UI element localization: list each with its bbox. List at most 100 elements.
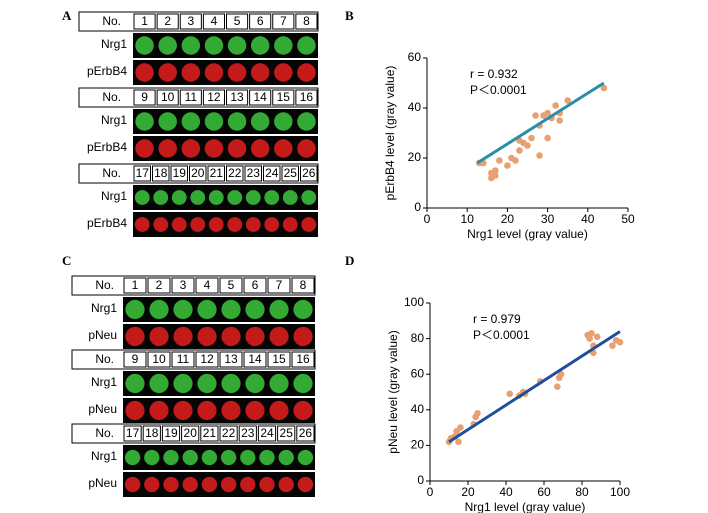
panel-label: B — [345, 8, 354, 23]
blot-spot — [245, 400, 265, 421]
sample-number: 19 — [164, 426, 178, 440]
number-box — [181, 425, 200, 442]
point — [457, 424, 464, 431]
point — [474, 410, 481, 417]
point — [586, 335, 593, 342]
blot-spot — [282, 217, 298, 232]
blot-spot — [227, 190, 243, 205]
blot-spot — [293, 326, 313, 347]
blot-spot — [221, 400, 241, 421]
number-box — [202, 13, 225, 30]
number-box — [133, 89, 156, 106]
blot-spot — [250, 63, 270, 82]
blot-spot — [171, 217, 187, 232]
sample-number: 26 — [299, 426, 313, 440]
number-box — [170, 165, 188, 182]
sample-number: 14 — [248, 352, 262, 366]
number-box — [133, 13, 156, 30]
row-label: pErbB4 — [87, 64, 127, 78]
sample-number: 8 — [300, 278, 307, 292]
row-label: pNeu — [88, 328, 117, 342]
sample-number: 3 — [180, 278, 187, 292]
x-tick-label: 0 — [427, 485, 434, 499]
y-tick-label: 20 — [408, 150, 422, 164]
point — [544, 109, 551, 117]
sample-number: 24 — [260, 426, 274, 440]
sample-number: 9 — [141, 90, 148, 104]
point — [600, 84, 608, 92]
number-box — [156, 13, 179, 30]
blot-spot — [197, 400, 217, 421]
sample-number: 1 — [132, 278, 139, 292]
blot-spot — [173, 326, 193, 347]
blot-spot — [201, 449, 218, 466]
blot-spot — [227, 112, 247, 131]
panel-label: D — [345, 253, 354, 268]
number-box — [281, 165, 299, 182]
blot-spot — [197, 326, 217, 347]
row-label: pErbB4 — [87, 140, 127, 154]
point — [492, 167, 499, 174]
point — [492, 172, 499, 179]
blot-spot — [221, 299, 241, 320]
blot-spot — [245, 190, 261, 205]
blot-spot — [173, 373, 193, 394]
blot-spot — [293, 299, 313, 320]
blot-spot — [250, 36, 270, 55]
sample-number: 14 — [254, 90, 268, 104]
sample-number: 22 — [228, 166, 242, 180]
blot-spot — [227, 63, 247, 82]
annotation: r = 0.932 — [470, 67, 518, 81]
point — [554, 383, 561, 390]
number-box — [295, 13, 318, 30]
x-tick-label: 30 — [541, 212, 555, 226]
blot-spot — [134, 190, 150, 205]
blot-spot — [250, 112, 270, 131]
number-box — [161, 425, 181, 442]
sample-number: 10 — [161, 90, 175, 104]
point — [504, 162, 511, 169]
blot-spot — [221, 326, 241, 347]
blot-spot — [158, 139, 177, 158]
blot-spot — [221, 373, 241, 394]
point — [532, 112, 539, 119]
blot-spot — [208, 217, 224, 232]
number-box — [195, 351, 219, 368]
number-box — [133, 165, 151, 182]
blot-spot — [144, 449, 160, 466]
point — [544, 134, 551, 142]
point — [552, 102, 559, 109]
number-box — [123, 351, 147, 368]
point — [609, 342, 616, 350]
number-box — [291, 351, 315, 368]
header-label: No. — [95, 278, 114, 292]
header-label: No. — [95, 426, 114, 440]
sample-number: 8 — [303, 14, 310, 28]
blot-spot — [220, 476, 237, 493]
number-box — [257, 425, 277, 442]
header-label: No. — [102, 166, 121, 180]
blot-spot — [264, 217, 280, 232]
point — [455, 438, 462, 446]
number-box — [300, 165, 318, 182]
blot-spot — [208, 190, 224, 205]
sample-number: 13 — [230, 90, 244, 104]
blot-spot — [125, 299, 145, 320]
blot-spot — [293, 373, 313, 394]
row-label: Nrg1 — [91, 375, 117, 389]
x-tick-label: 10 — [461, 212, 475, 226]
point — [593, 333, 601, 341]
y-axis-title: pNeu level (gray value) — [386, 330, 400, 453]
number-box — [267, 277, 291, 294]
blot-spot — [227, 217, 243, 232]
annotation: P＜0.0001 — [473, 328, 530, 342]
blot-spot — [269, 299, 289, 320]
blot-spot — [163, 476, 179, 493]
sample-number: 26 — [302, 166, 316, 180]
point — [556, 117, 563, 124]
blot-spot — [274, 112, 293, 131]
sample-number: 20 — [191, 166, 205, 180]
number-box — [171, 277, 195, 294]
x-tick-label: 40 — [499, 485, 513, 499]
